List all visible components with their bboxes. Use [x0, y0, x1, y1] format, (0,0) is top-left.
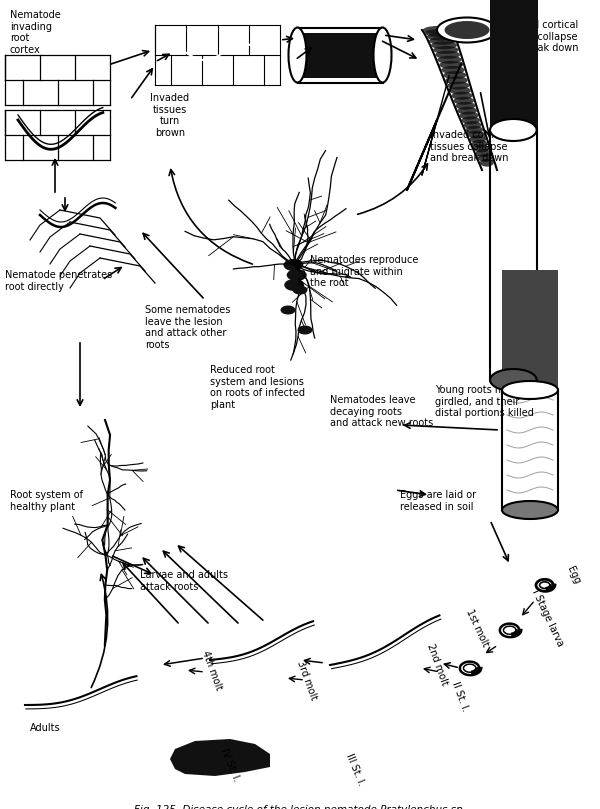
- Text: Adults: Adults: [30, 723, 61, 733]
- Ellipse shape: [439, 61, 463, 69]
- Bar: [299, 32, 380, 78]
- Ellipse shape: [287, 270, 302, 279]
- Ellipse shape: [443, 71, 466, 79]
- Ellipse shape: [293, 286, 308, 294]
- Text: Fig. 125. Disease cycle of the lesion nematode Pratylenchus sp.: Fig. 125. Disease cycle of the lesion ne…: [134, 805, 466, 809]
- Text: 4th molt: 4th molt: [200, 649, 224, 691]
- Ellipse shape: [466, 126, 483, 133]
- Text: Larvae and adults
attack roots: Larvae and adults attack roots: [140, 570, 228, 591]
- Ellipse shape: [423, 26, 451, 34]
- Ellipse shape: [502, 381, 558, 399]
- Ellipse shape: [433, 46, 458, 54]
- Text: I Stage larva: I Stage larva: [530, 588, 565, 648]
- Text: 3rd molt: 3rd molt: [295, 659, 319, 701]
- Ellipse shape: [455, 102, 475, 110]
- Text: Young roots may be
girdled, and their
distal portions killed: Young roots may be girdled, and their di…: [435, 385, 534, 418]
- Text: Nematodes leave
decaying roots
and attack new roots: Nematodes leave decaying roots and attac…: [330, 395, 433, 428]
- Ellipse shape: [281, 306, 296, 315]
- Ellipse shape: [468, 130, 485, 138]
- Ellipse shape: [284, 279, 304, 291]
- Ellipse shape: [437, 18, 497, 43]
- Polygon shape: [170, 739, 270, 776]
- Ellipse shape: [437, 56, 461, 64]
- Ellipse shape: [460, 112, 478, 120]
- Ellipse shape: [283, 259, 304, 271]
- Ellipse shape: [490, 119, 536, 141]
- Ellipse shape: [470, 135, 486, 143]
- Ellipse shape: [298, 325, 313, 334]
- Text: Eggs are laid or
released in soil: Eggs are laid or released in soil: [400, 490, 476, 511]
- Text: Invaded cortical
tissues collapse
and break down: Invaded cortical tissues collapse and br…: [430, 130, 509, 163]
- Ellipse shape: [425, 29, 452, 37]
- Ellipse shape: [454, 97, 474, 104]
- Text: Egg: Egg: [565, 565, 582, 586]
- Ellipse shape: [289, 28, 307, 83]
- Text: Invaded
tissues
turn
brown: Invaded tissues turn brown: [151, 93, 190, 138]
- Ellipse shape: [431, 41, 457, 49]
- Ellipse shape: [442, 66, 465, 74]
- Text: IV St. l.: IV St. l.: [219, 748, 241, 783]
- Ellipse shape: [478, 154, 492, 162]
- Ellipse shape: [480, 159, 494, 167]
- Ellipse shape: [427, 32, 454, 40]
- Text: Some nematodes
leave the lesion
and attack other
roots: Some nematodes leave the lesion and atta…: [145, 305, 230, 349]
- Ellipse shape: [458, 107, 477, 115]
- Ellipse shape: [472, 140, 488, 148]
- Text: 1st molt: 1st molt: [464, 608, 490, 648]
- Ellipse shape: [502, 501, 558, 519]
- Text: 2nd molt: 2nd molt: [425, 642, 449, 688]
- Text: Nematode
invading
root
cortex: Nematode invading root cortex: [10, 10, 61, 55]
- Ellipse shape: [373, 28, 392, 83]
- Ellipse shape: [429, 37, 455, 44]
- Ellipse shape: [445, 76, 468, 84]
- Ellipse shape: [474, 145, 489, 152]
- Bar: [298, 28, 383, 83]
- Ellipse shape: [451, 91, 472, 100]
- Ellipse shape: [476, 149, 491, 157]
- Text: Root system of
healthy plant: Root system of healthy plant: [10, 490, 83, 511]
- Text: III St. l.: III St. l.: [344, 752, 366, 787]
- Ellipse shape: [490, 369, 536, 391]
- Ellipse shape: [445, 21, 490, 39]
- Ellipse shape: [464, 121, 482, 129]
- Ellipse shape: [448, 82, 469, 90]
- Text: Reduced root
system and lesions
on roots of infected
plant: Reduced root system and lesions on roots…: [210, 365, 305, 410]
- Bar: [490, 0, 538, 130]
- Text: Nematode penetrates
root directly: Nematode penetrates root directly: [5, 270, 112, 291]
- Ellipse shape: [435, 51, 460, 59]
- Text: II St. l.: II St. l.: [450, 680, 470, 712]
- Text: Nematodes reproduce
and migrate within
the root: Nematodes reproduce and migrate within t…: [310, 255, 418, 288]
- Ellipse shape: [287, 269, 307, 281]
- Ellipse shape: [461, 116, 480, 125]
- Ellipse shape: [449, 87, 471, 95]
- Text: Invaded cortical
tissues collapse
and break down: Invaded cortical tissues collapse and br…: [500, 20, 578, 53]
- Bar: [502, 270, 558, 390]
